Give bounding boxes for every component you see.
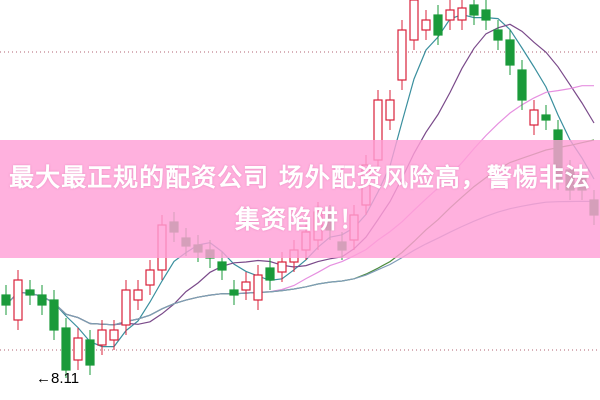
banner-line-2: 集资陷阱！ bbox=[234, 205, 365, 234]
candle-body bbox=[145, 269, 155, 286]
ma5-line bbox=[5, 13, 595, 348]
candle bbox=[25, 280, 35, 305]
candle bbox=[421, 10, 431, 40]
candle bbox=[529, 100, 539, 135]
candle-body bbox=[433, 14, 443, 36]
candle-body bbox=[541, 114, 551, 121]
candle-body bbox=[13, 279, 23, 321]
candle-body bbox=[73, 337, 83, 361]
candle-body bbox=[457, 7, 467, 21]
candle-body bbox=[25, 289, 35, 296]
candle bbox=[397, 20, 407, 90]
candle bbox=[85, 330, 95, 375]
candle-body bbox=[517, 69, 527, 101]
candle bbox=[493, 20, 503, 50]
candle-body bbox=[505, 39, 515, 66]
candle bbox=[121, 280, 131, 335]
candle bbox=[97, 320, 107, 355]
candle-body bbox=[121, 289, 131, 326]
candle-body bbox=[49, 299, 59, 331]
candle bbox=[433, 5, 443, 45]
candle bbox=[541, 105, 551, 130]
candle bbox=[229, 280, 239, 305]
candle bbox=[1, 285, 11, 315]
candle bbox=[13, 270, 23, 330]
candle bbox=[481, 0, 491, 30]
candle bbox=[457, 0, 467, 30]
arrow-left-icon: ← bbox=[36, 370, 51, 387]
candle-body bbox=[445, 9, 455, 21]
candle bbox=[37, 285, 47, 315]
banner-line-1: 最大最正规的配资公司 场外配资风险高，警惕非法 bbox=[9, 163, 591, 192]
candle-body bbox=[133, 289, 143, 301]
candle-body bbox=[241, 281, 251, 291]
candle-body bbox=[409, 0, 419, 41]
candle bbox=[469, 0, 479, 25]
candle-body bbox=[397, 29, 407, 81]
candle-body bbox=[61, 327, 71, 371]
candle-body bbox=[421, 19, 431, 31]
candle bbox=[241, 272, 251, 300]
candle-body bbox=[493, 29, 503, 41]
candle bbox=[73, 328, 83, 370]
candle bbox=[409, 0, 419, 50]
candle-body bbox=[109, 329, 119, 341]
candle-body bbox=[217, 261, 227, 271]
candle bbox=[265, 258, 275, 290]
candle bbox=[385, 90, 395, 130]
warning-banner: 最大最正规的配资公司 场外配资风险高，警惕非法 集资陷阱！ bbox=[0, 140, 600, 258]
candle-body bbox=[469, 4, 479, 16]
candle bbox=[49, 290, 59, 340]
candle-body bbox=[277, 261, 287, 273]
candle bbox=[145, 260, 155, 295]
low-price-label: ←8.11 bbox=[36, 370, 80, 387]
candle bbox=[109, 320, 119, 350]
candle-body bbox=[85, 339, 95, 366]
candle bbox=[517, 60, 527, 110]
candle-body bbox=[481, 9, 491, 21]
candle bbox=[133, 280, 143, 310]
candle-body bbox=[1, 294, 11, 306]
candle bbox=[445, 0, 455, 30]
candle-body bbox=[97, 329, 107, 346]
candle bbox=[61, 318, 71, 378]
candle bbox=[505, 30, 515, 75]
candle-body bbox=[253, 274, 263, 301]
candle-body bbox=[529, 109, 539, 126]
candle-body bbox=[265, 267, 275, 281]
candle-body bbox=[229, 289, 239, 296]
candle bbox=[253, 265, 263, 310]
candle-body bbox=[37, 294, 47, 306]
candle-body bbox=[385, 99, 395, 121]
